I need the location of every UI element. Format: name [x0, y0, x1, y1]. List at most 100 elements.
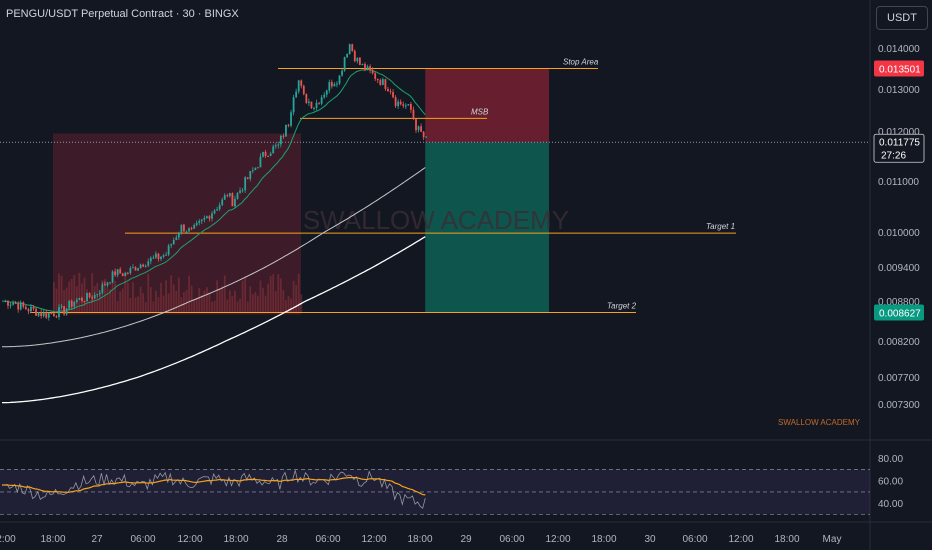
candle-body: [45, 312, 48, 318]
candle-body: [200, 219, 203, 221]
volume-bar: [185, 290, 188, 313]
candle-body: [147, 261, 150, 266]
currency-button[interactable]: USDT: [876, 6, 928, 30]
volume-bar: [216, 280, 218, 313]
candle-body: [175, 237, 178, 240]
candle-body: [330, 82, 333, 87]
volume-bar: [193, 299, 196, 313]
candle-body: [88, 293, 91, 298]
buy-volume-profile-zone: [53, 133, 301, 315]
volume-bar: [246, 301, 249, 313]
candle-body: [53, 313, 55, 317]
candle-body: [213, 210, 216, 214]
candle-body: [228, 193, 231, 197]
volume-bar: [269, 275, 272, 313]
time-tick-label: 06:00: [315, 534, 340, 545]
candle-body: [359, 57, 361, 65]
candle-body: [47, 313, 50, 318]
volume-bar: [177, 277, 180, 313]
candle-body: [172, 239, 175, 245]
candle-body: [323, 94, 326, 98]
price-badge: [873, 133, 925, 163]
candle-body: [341, 70, 343, 76]
target-1-label: Target 1: [706, 222, 735, 231]
volume-bar: [279, 278, 282, 313]
candle-body: [417, 126, 420, 131]
candle-body: [216, 209, 218, 211]
candle-body: [282, 135, 285, 137]
candle-body: [374, 73, 377, 79]
volume-bar: [88, 300, 91, 313]
candle-body: [139, 264, 142, 269]
volume-bar: [132, 282, 134, 313]
candle-body: [346, 54, 349, 58]
volume-bar: [147, 273, 150, 313]
volume-bar: [139, 286, 142, 313]
volume-bar: [251, 294, 254, 313]
candle-body: [328, 82, 331, 91]
price-tick-label: 0.007700: [878, 373, 920, 384]
candle-body: [246, 177, 249, 179]
time-tick-label: 30: [644, 534, 656, 545]
volume-bar: [292, 280, 295, 313]
candle-body: [14, 302, 17, 304]
candle-body: [12, 302, 14, 305]
price-tick-label: 0.013000: [878, 85, 920, 96]
volume-bar: [264, 295, 267, 313]
candle-body: [353, 50, 356, 62]
candle-body: [167, 245, 170, 255]
candle-body: [30, 306, 32, 312]
candle-body: [129, 267, 132, 274]
price-tick-label: 0.008800: [878, 297, 920, 308]
candle-body: [211, 213, 213, 219]
volume-bar: [160, 282, 162, 313]
price-badge-label: 0.011775: [879, 137, 920, 148]
volume-bar: [241, 280, 244, 313]
candle-body: [19, 302, 22, 310]
candle-body: [78, 298, 81, 300]
candle-body: [22, 302, 25, 307]
candle-body: [389, 91, 392, 93]
candle-body: [203, 217, 206, 220]
candle-body: [106, 282, 109, 286]
volume-bar: [272, 274, 275, 313]
candle-body: [60, 306, 63, 308]
candle-body: [308, 101, 310, 103]
time-tick-label: 12:00: [545, 534, 570, 545]
candle-body: [24, 306, 27, 310]
rsi-tick-label: 60.00: [878, 477, 903, 488]
rsi-tick-label: 80.00: [878, 454, 903, 465]
candle-body: [364, 64, 366, 71]
candle-body: [83, 300, 86, 302]
candle-body: [55, 316, 58, 318]
volume-bar: [249, 286, 252, 313]
candle-body: [65, 308, 68, 315]
candle-body: [387, 88, 389, 92]
candle-body: [104, 284, 106, 286]
candle-body: [58, 307, 60, 317]
candle-body: [68, 300, 71, 309]
volume-bar: [203, 290, 206, 313]
candle-body: [142, 264, 145, 267]
candle-body: [249, 171, 252, 179]
candle-body: [376, 78, 379, 81]
time-tick-label: 12:00: [177, 534, 202, 545]
candle-body: [223, 195, 226, 200]
volume-bar: [206, 287, 208, 313]
candle-body: [188, 228, 190, 232]
time-tick-label: 18:00: [774, 534, 799, 545]
candle-body: [152, 257, 155, 259]
volume-bar: [109, 289, 111, 313]
volume-bar: [165, 280, 167, 313]
candle-body: [351, 44, 354, 51]
candle-body: [170, 244, 173, 246]
volume-bar: [116, 300, 119, 313]
price-tick-label: 0.007300: [878, 400, 920, 411]
candle-body: [226, 195, 229, 197]
candle-body: [292, 97, 295, 113]
volume-bar: [121, 288, 124, 313]
candle-body: [218, 204, 221, 210]
volume-bar: [91, 273, 94, 313]
volume-bar: [190, 285, 193, 313]
